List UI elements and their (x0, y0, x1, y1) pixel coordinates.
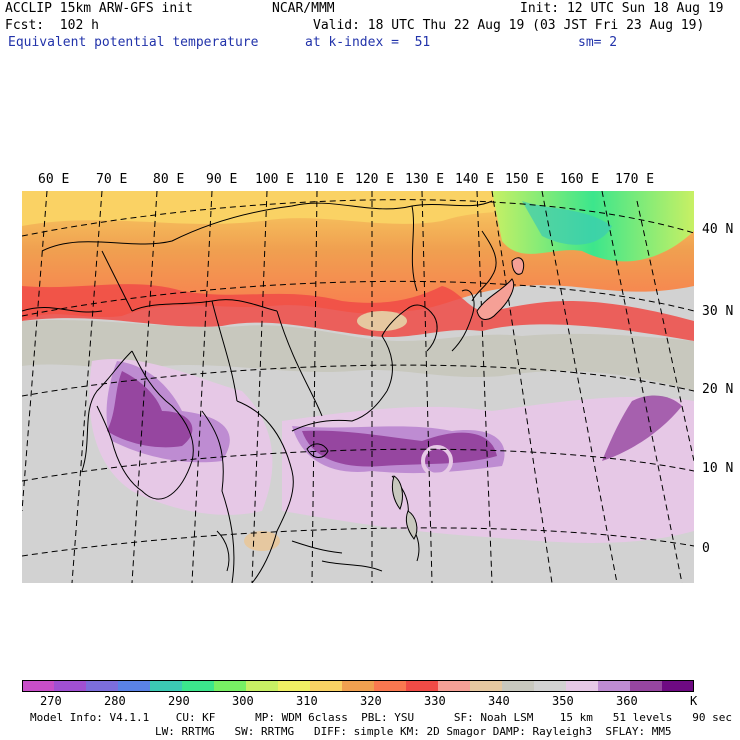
colorbar-swatch (502, 680, 535, 692)
lat-label: 20 N (702, 382, 734, 397)
colorbar-tick-label: 290 (168, 694, 190, 708)
colorbar-swatch (630, 680, 663, 692)
organization: NCAR/MMM (272, 1, 335, 16)
lat-label: 40 N (702, 222, 734, 237)
colorbar-swatch (22, 680, 55, 692)
dark-purple-streak (602, 395, 682, 461)
colorbar-swatch (86, 680, 119, 692)
colorbar-swatch (374, 680, 407, 692)
model-info-line2: LW: RRTMG SW: RRTMG DIFF: simple KM: 2D … (155, 725, 672, 738)
forecast-hour: Fcst: 102 h (5, 18, 99, 33)
lon-label: 170 E (615, 172, 655, 187)
lon-label: 80 E (153, 172, 185, 187)
lat-label: 10 N (702, 461, 734, 476)
colorbar-swatch (310, 680, 343, 692)
colorbar-swatch (214, 680, 247, 692)
lon-label: 110 E (305, 172, 345, 187)
colorbar-swatch (118, 680, 151, 692)
lon-label: 120 E (355, 172, 395, 187)
colorbar-tick-label: 280 (104, 694, 126, 708)
init-time: Init: 12 UTC Sun 18 Aug 19 (520, 1, 724, 16)
colorbar-swatch (534, 680, 567, 692)
colorbar-tick-label: 350 (552, 694, 574, 708)
dark-purple-monsoon-core (107, 371, 193, 448)
colorbar-swatch (566, 680, 599, 692)
equivalent-potential-temperature-map (22, 191, 694, 583)
colorbar-tick-label: 360 (616, 694, 638, 708)
colorbar-swatch (598, 680, 631, 692)
colorbar-swatch (662, 680, 694, 692)
lon-label: 140 E (455, 172, 495, 187)
lat-label: 30 N (702, 304, 734, 319)
vertical-level: at k-index = 51 (305, 35, 431, 50)
japan-islands (476, 257, 525, 320)
red-frontal-band (22, 284, 694, 341)
tan-patch (357, 311, 407, 331)
lat-label: 0 (702, 541, 710, 556)
colorbar-swatch (182, 680, 215, 692)
colorbar-swatch (54, 680, 87, 692)
smoothing: sm= 2 (578, 35, 618, 50)
colorbar-tick-label: 270 (40, 694, 62, 708)
lon-label: 150 E (505, 172, 545, 187)
colorbar-tick-label: 310 (296, 694, 318, 708)
dark-purple-pacific-core (302, 430, 497, 467)
colorbar-tick-label: 320 (360, 694, 382, 708)
graticule (22, 191, 694, 583)
model-title: ACCLIP 15km ARW-GFS init (5, 1, 193, 16)
colorbar-border (22, 680, 694, 692)
colorbar-swatch (246, 680, 279, 692)
colorbar (22, 680, 694, 692)
colorbar-tick-label: 340 (488, 694, 510, 708)
pacific-teal-core (522, 201, 612, 245)
colorbar-unit: K (690, 694, 698, 708)
colorbar-swatch (150, 680, 183, 692)
field-name: Equivalent potential temperature (8, 35, 259, 50)
midlatitude-grey-band (22, 319, 694, 391)
colorbar-tick-label: 330 (424, 694, 446, 708)
colorbar-swatch (342, 680, 375, 692)
colorbar-swatch (278, 680, 311, 692)
colorbar-swatch (406, 680, 439, 692)
colorbar-swatch (438, 680, 471, 692)
model-info-line1: Model Info: V4.1.1 CU: KF MP: WDM 6class… (30, 711, 732, 724)
lon-label: 100 E (255, 172, 295, 187)
typhoon-swirl (421, 445, 453, 477)
lon-label: 60 E (38, 172, 70, 187)
lon-label: 70 E (96, 172, 128, 187)
lon-label: 130 E (405, 172, 445, 187)
lon-label: 160 E (560, 172, 600, 187)
colorbar-swatch (470, 680, 503, 692)
colorbar-tick-label: 300 (232, 694, 254, 708)
philippines (391, 475, 418, 540)
borders (22, 200, 493, 417)
valid-time: Valid: 18 UTC Thu 22 Aug 19 (03 JST Fri … (313, 18, 705, 33)
lon-label: 90 E (206, 172, 238, 187)
